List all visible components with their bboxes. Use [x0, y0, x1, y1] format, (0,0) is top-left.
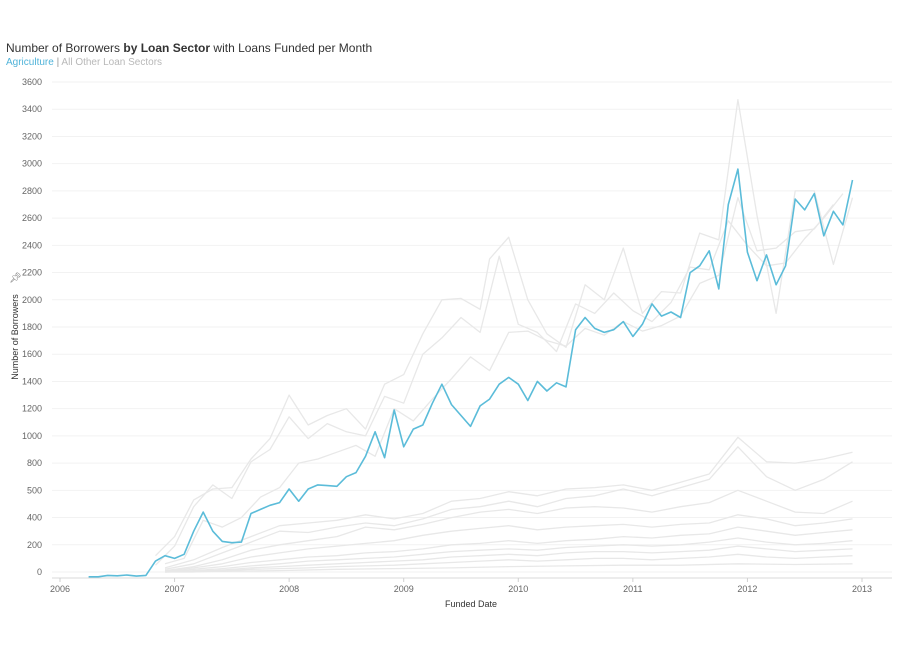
other-sector-series-line[interactable]	[164, 514, 853, 572]
other-sector-series-line[interactable]	[164, 197, 834, 565]
agriculture-series-line[interactable]	[88, 168, 854, 578]
x-tick-label: 2007	[165, 584, 185, 594]
y-tick-label: 1400	[22, 376, 42, 386]
other-sector-series-line[interactable]	[155, 99, 854, 557]
agriculture-line-group	[88, 168, 854, 578]
x-tick-label: 2013	[852, 584, 872, 594]
y-tick-label: 500	[27, 485, 42, 495]
y-tick-label: 0	[37, 567, 42, 577]
legend-subtitle: Agriculture | All Other Loan Sectors	[6, 57, 162, 68]
other-sector-lines	[155, 99, 854, 573]
y-tick-label: 2200	[22, 268, 42, 278]
title-emphasis: by Loan Sector	[123, 41, 211, 55]
legend-agriculture[interactable]: Agriculture	[6, 57, 54, 68]
x-tick-label: 2006	[50, 584, 70, 594]
y-tick-label: 3600	[22, 77, 42, 87]
title-text: Number of Borrowers	[6, 41, 124, 55]
x-tick-label: 2012	[737, 584, 757, 594]
gridlines	[52, 81, 892, 573]
x-tick-label: 2008	[279, 584, 299, 594]
other-sector-series-line[interactable]	[164, 436, 853, 569]
y-tick-label: 1800	[22, 322, 42, 332]
y-tick-label: 800	[27, 458, 42, 468]
y-axis: 0 200 400 500 800 1000 1200 1400 1600 1800 2000 220…	[22, 77, 42, 577]
y-tick-label: 200	[27, 540, 42, 550]
y-tick-label: 3200	[22, 131, 42, 141]
other-sector-series-line[interactable]	[164, 526, 853, 573]
x-tick-label: 2010	[508, 584, 528, 594]
other-sector-series-line[interactable]	[164, 489, 853, 572]
legend-other-sectors[interactable]: All Other Loan Sectors	[61, 57, 163, 68]
other-sector-series-line[interactable]	[164, 545, 853, 573]
x-axis: 2006 2007 2008 2009 2010 2011 2012 2013	[50, 577, 892, 594]
y-tick-label: 2800	[22, 186, 42, 196]
other-sector-series-line[interactable]	[155, 193, 844, 566]
y-tick-label: 3400	[22, 104, 42, 114]
other-sector-series-line[interactable]	[164, 537, 853, 573]
pin-icon[interactable]: 📌︎	[9, 272, 22, 284]
x-tick-label: 2011	[623, 584, 642, 594]
legend-separator: |	[53, 57, 62, 68]
y-tick-label: 1000	[22, 431, 42, 441]
y-tick-label: 2000	[22, 295, 42, 305]
y-axis-title: Number of Borrowers	[10, 294, 20, 380]
y-tick-label: 2400	[22, 240, 42, 250]
y-tick-label: 1200	[22, 404, 42, 414]
other-sector-series-line[interactable]	[164, 446, 853, 570]
chart-title: Number of Borrowers by Loan Sector with …	[6, 41, 372, 55]
y-tick-label: 1600	[22, 349, 42, 359]
x-axis-title: Funded Date	[445, 599, 497, 609]
x-tick-label: 2009	[394, 584, 414, 594]
y-tick-label: 400	[27, 513, 42, 523]
y-tick-label: 3000	[22, 159, 42, 169]
other-sector-series-line[interactable]	[165, 553, 853, 573]
title-text-end: with Loans Funded per Month	[210, 41, 373, 55]
other-sector-series-line[interactable]	[164, 563, 853, 573]
y-tick-label: 2600	[22, 213, 42, 223]
